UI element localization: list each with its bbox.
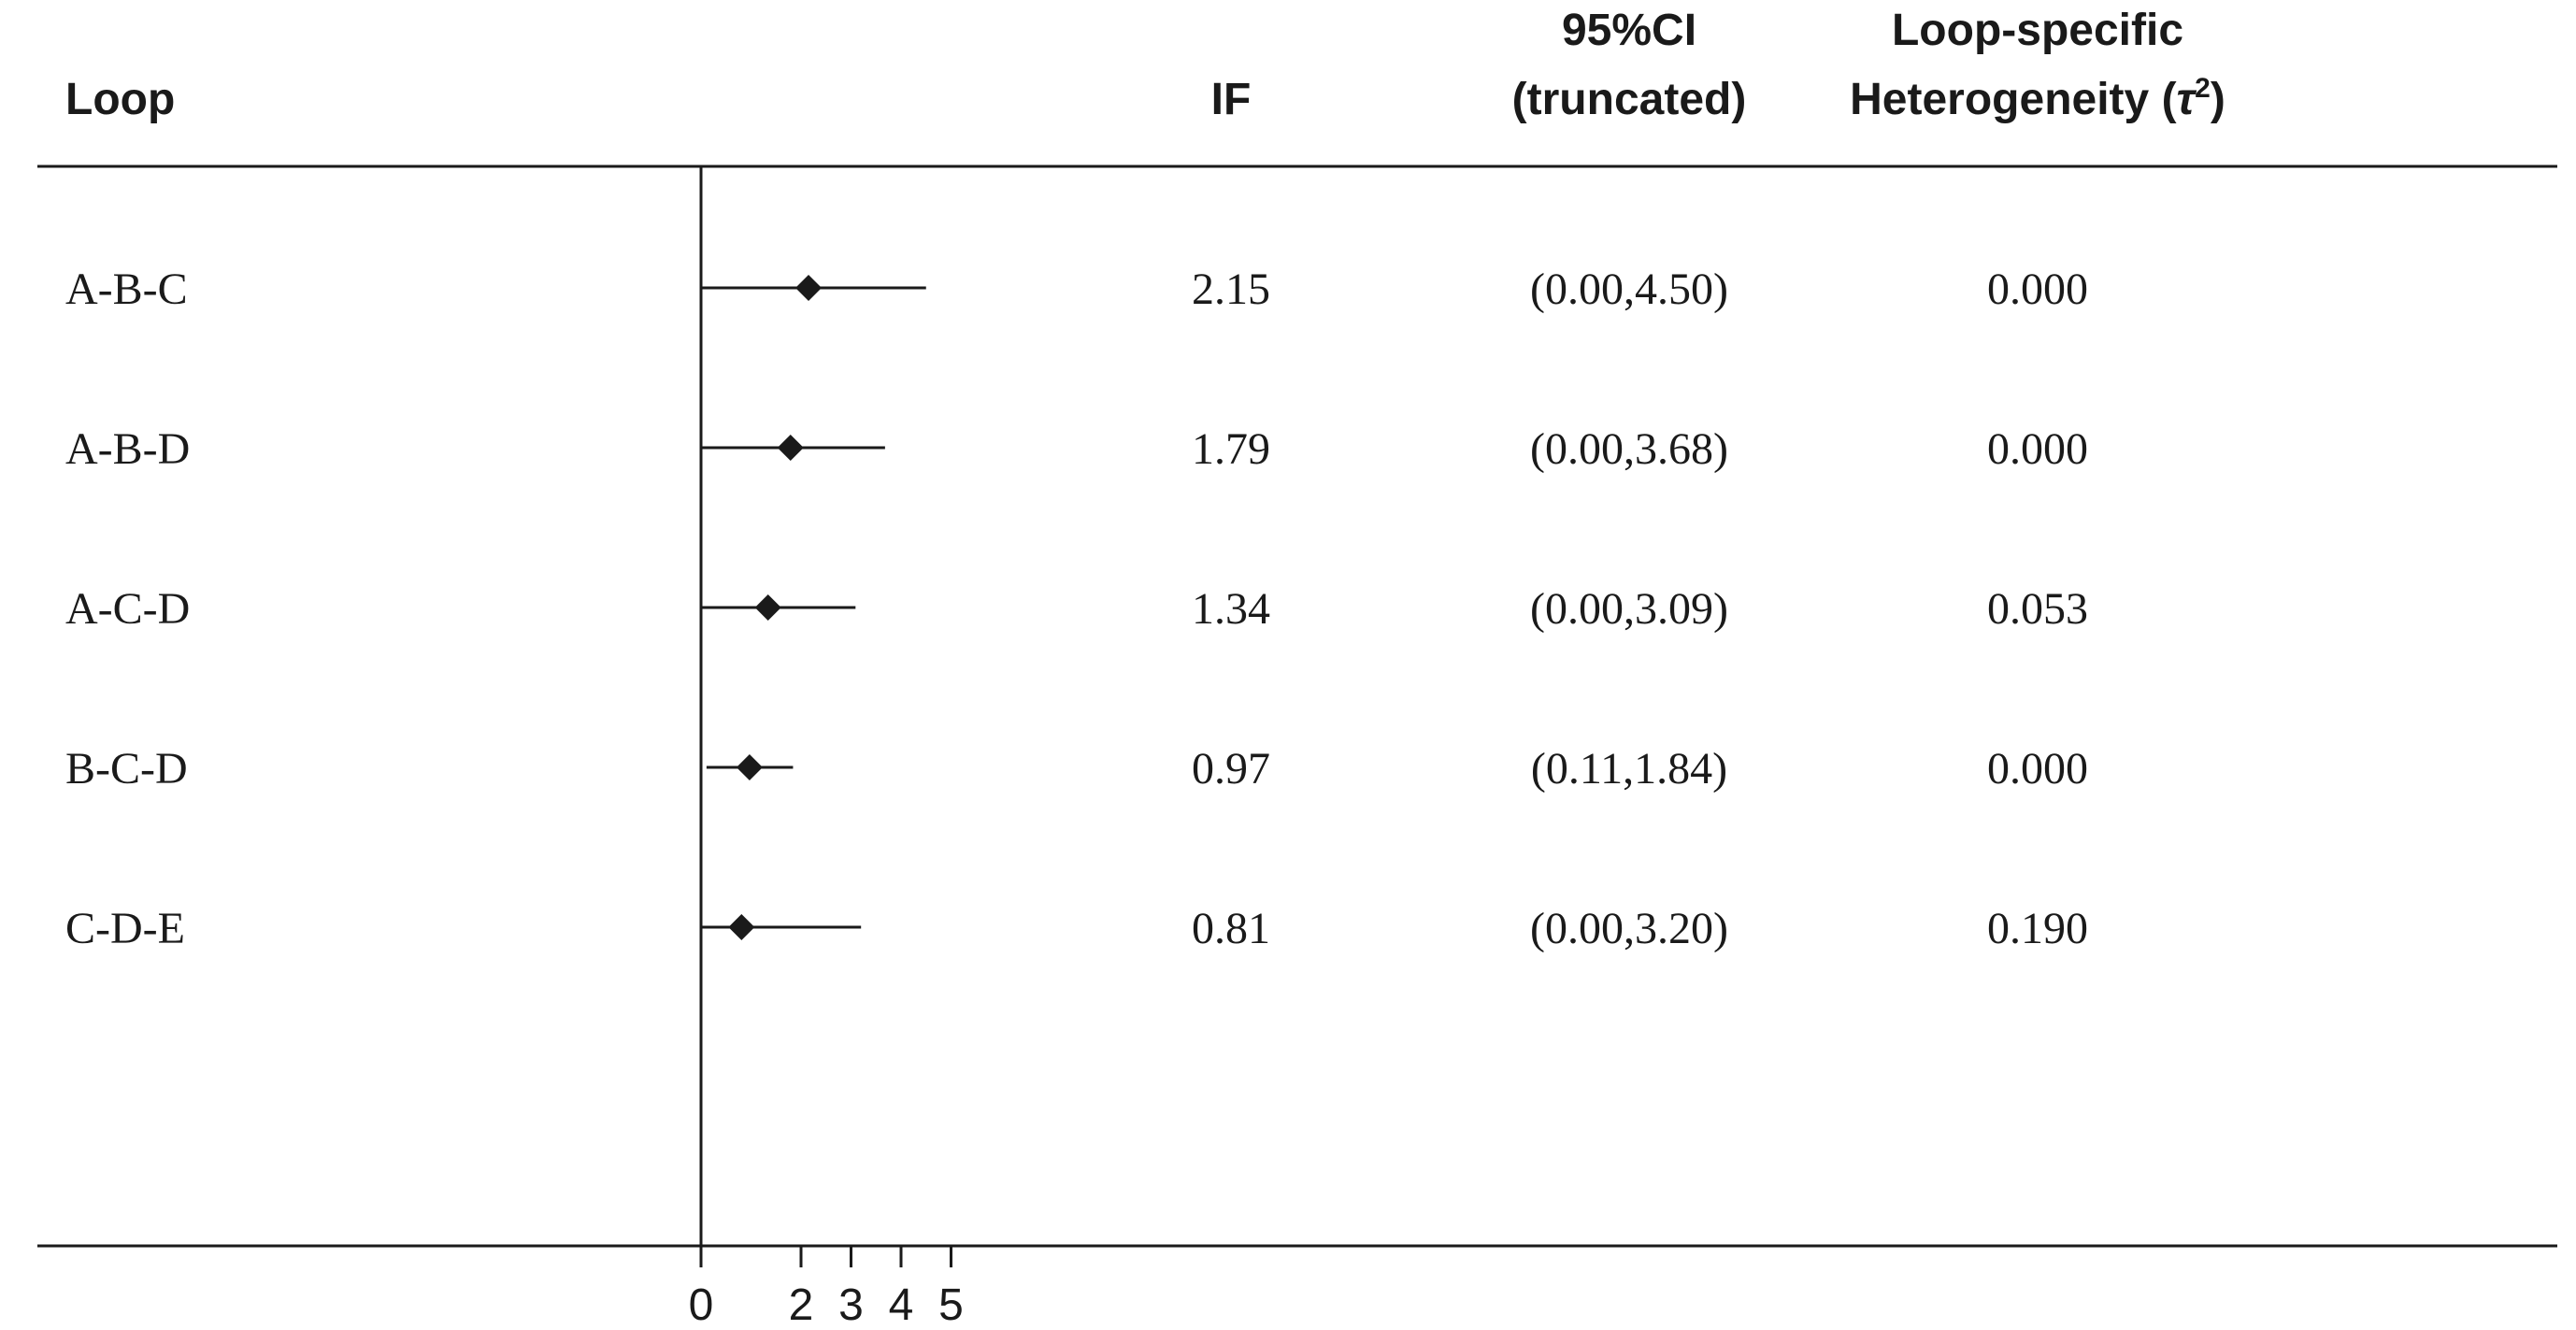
if-point-marker <box>777 435 804 461</box>
heterogeneity-value: 0.000 <box>1987 424 2088 474</box>
ci-value: (0.00,4.50) <box>1530 265 1728 314</box>
header-heterogeneity-line1: Loop-specific <box>1892 6 2183 55</box>
loop-label: A-B-C <box>65 265 188 314</box>
forest-rows: A-B-C 2.15 (0.00,4.50) 0.000 A-B-D 1.79 (0.00,… <box>65 265 2088 953</box>
forest-row: B-C-D 0.97 (0.11,1.84) 0.000 <box>65 744 2088 794</box>
header-ci-line2: (truncated) <box>1512 75 1747 124</box>
x-tick-label: 2 <box>789 1280 814 1330</box>
heterogeneity-value: 0.190 <box>1987 904 2088 953</box>
table-header: Loop IF 95%CI (truncated) Loop-specific … <box>65 6 2225 124</box>
if-value: 2.15 <box>1192 265 1270 314</box>
x-tick-label: 0 <box>689 1280 714 1330</box>
heterogeneity-value: 0.000 <box>1987 744 2088 794</box>
if-point-marker <box>728 914 755 940</box>
forest-row: C-D-E 0.81 (0.00,3.20) 0.190 <box>65 904 2088 953</box>
if-point-marker <box>795 275 823 301</box>
heterogeneity-value: 0.053 <box>1987 584 2088 634</box>
forest-row: A-C-D 1.34 (0.00,3.09) 0.053 <box>65 584 2088 634</box>
loop-label: A-B-D <box>65 424 190 474</box>
forest-row: A-B-D 1.79 (0.00,3.68) 0.000 <box>65 424 2088 474</box>
header-heterogeneity-line2: Heterogeneity (τ2) <box>1850 73 2225 124</box>
header-if: IF <box>1211 75 1252 124</box>
loop-label: B-C-D <box>65 744 188 794</box>
header-ci-line1: 95%CI <box>1562 6 1696 55</box>
x-tick-label: 5 <box>938 1280 964 1330</box>
if-value: 0.81 <box>1192 904 1270 953</box>
if-value: 1.34 <box>1192 584 1270 634</box>
loop-label: A-C-D <box>65 584 190 634</box>
if-point-marker <box>754 594 781 621</box>
x-tick-label: 4 <box>889 1280 914 1330</box>
header-tau-exponent: 2 <box>2195 73 2211 104</box>
x-tick-label: 3 <box>838 1280 864 1330</box>
header-heterogeneity-suffix: ) <box>2211 75 2225 124</box>
ci-value: (0.00,3.20) <box>1530 904 1728 953</box>
heterogeneity-value: 0.000 <box>1987 265 2088 314</box>
header-tau-symbol: τ <box>2177 75 2197 124</box>
ci-value: (0.11,1.84) <box>1531 744 1727 794</box>
header-heterogeneity-prefix: Heterogeneity ( <box>1850 75 2176 124</box>
loop-label: C-D-E <box>65 904 185 953</box>
if-value: 1.79 <box>1192 424 1270 474</box>
ci-value: (0.00,3.68) <box>1530 424 1728 474</box>
header-loop: Loop <box>65 75 175 124</box>
forest-row: A-B-C 2.15 (0.00,4.50) 0.000 <box>65 265 2088 314</box>
if-point-marker <box>736 754 763 780</box>
if-value: 0.97 <box>1192 744 1270 794</box>
ci-value: (0.00,3.09) <box>1530 584 1728 634</box>
